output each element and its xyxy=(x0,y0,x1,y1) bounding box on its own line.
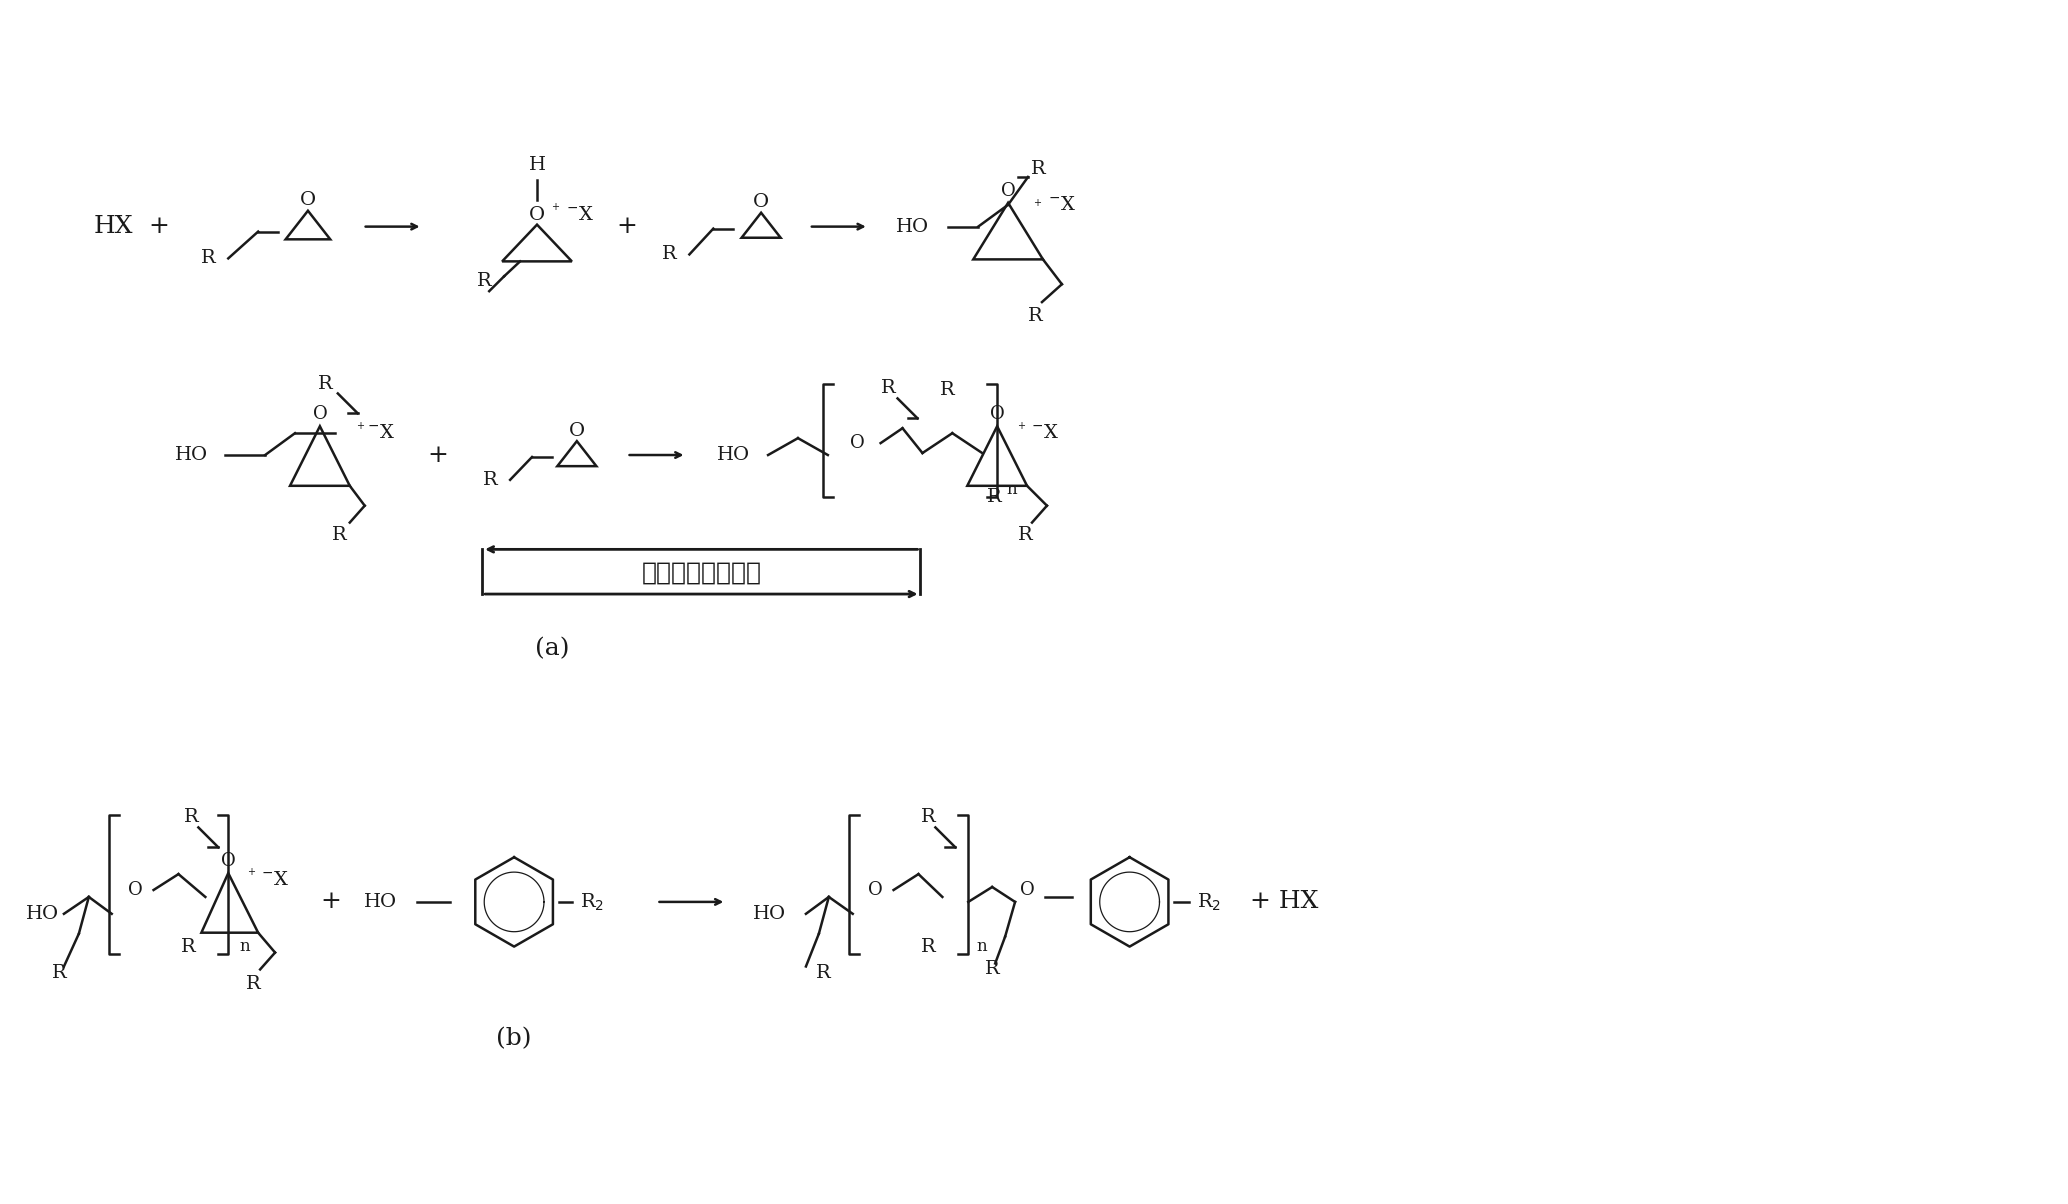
Text: O: O xyxy=(300,191,316,209)
Text: 催化反应循环进行: 催化反应循环进行 xyxy=(641,560,761,584)
Text: R: R xyxy=(986,488,1001,506)
Text: R: R xyxy=(180,938,194,956)
Text: (b): (b) xyxy=(496,1027,531,1050)
Text: HX: HX xyxy=(93,216,134,238)
Text: $^{-}$X: $^{-}$X xyxy=(1048,196,1075,214)
Text: +: + xyxy=(321,891,341,914)
Text: H: H xyxy=(529,157,546,175)
Text: R: R xyxy=(984,961,999,979)
Text: + HX: + HX xyxy=(1249,891,1317,914)
Text: HO: HO xyxy=(895,218,929,236)
Text: O: O xyxy=(991,406,1005,424)
Text: $^{-}$X: $^{-}$X xyxy=(261,870,290,889)
Text: O: O xyxy=(850,435,864,453)
Text: O: O xyxy=(221,852,236,870)
Text: O: O xyxy=(1020,881,1034,899)
Text: R: R xyxy=(184,809,199,826)
Text: $^{+}$: $^{+}$ xyxy=(1034,197,1042,212)
Text: R: R xyxy=(201,249,215,267)
Text: $^{-}$X: $^{-}$X xyxy=(567,206,594,224)
Text: +: + xyxy=(616,216,637,238)
Text: (a): (a) xyxy=(536,637,569,660)
Text: HO: HO xyxy=(176,445,209,464)
Text: $^{+}$: $^{+}$ xyxy=(246,867,256,881)
Text: $^{-}$X: $^{-}$X xyxy=(1032,424,1059,442)
Text: R: R xyxy=(662,246,676,264)
Text: R: R xyxy=(246,975,261,993)
Text: +: + xyxy=(149,216,170,238)
Text: R: R xyxy=(1028,307,1042,325)
Text: R: R xyxy=(482,471,498,489)
Text: R: R xyxy=(333,526,347,544)
Text: $^{+}$: $^{+}$ xyxy=(1017,421,1026,435)
Text: +: + xyxy=(426,443,449,466)
Text: O: O xyxy=(529,206,546,224)
Text: R: R xyxy=(920,938,935,956)
Text: $^{+}$: $^{+}$ xyxy=(552,202,560,216)
Text: O: O xyxy=(312,406,327,424)
Text: n: n xyxy=(976,938,989,955)
Text: n: n xyxy=(1007,482,1017,498)
Text: O: O xyxy=(753,194,769,212)
Text: R: R xyxy=(1030,160,1044,178)
Text: HO: HO xyxy=(753,905,786,922)
Text: R: R xyxy=(318,374,333,393)
Text: R: R xyxy=(815,964,829,982)
Text: O: O xyxy=(1001,182,1015,200)
Text: R: R xyxy=(920,809,937,826)
Text: $^{-}$X: $^{-}$X xyxy=(366,424,395,442)
Text: O: O xyxy=(128,881,143,899)
Text: O: O xyxy=(569,421,585,439)
Text: R$_2$: R$_2$ xyxy=(1197,891,1222,913)
Text: R: R xyxy=(1017,526,1032,544)
Text: R: R xyxy=(881,379,895,397)
Text: $^{+}$: $^{+}$ xyxy=(356,421,366,435)
Text: HO: HO xyxy=(364,893,397,911)
Text: R$_2$: R$_2$ xyxy=(579,891,604,913)
Text: R: R xyxy=(478,272,492,290)
Text: R: R xyxy=(52,964,66,982)
Text: R: R xyxy=(941,382,955,400)
Text: HO: HO xyxy=(718,445,751,464)
Text: n: n xyxy=(240,938,250,955)
Text: HO: HO xyxy=(27,905,60,922)
Text: O: O xyxy=(869,881,883,899)
